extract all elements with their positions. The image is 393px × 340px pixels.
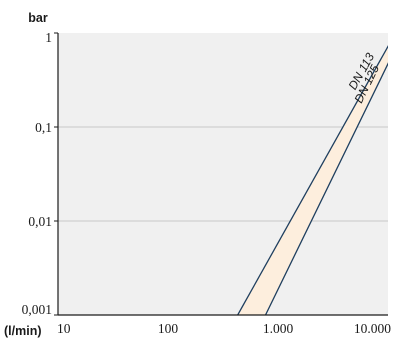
grid-lines: [58, 126, 388, 222]
x-tick-label: 1.000: [263, 321, 294, 336]
x-tick-label: 10: [57, 321, 71, 336]
series-line-dn-113: [237, 45, 388, 315]
y-tick-label: 0,1: [35, 120, 52, 135]
x-tick-labels: 10 100 1.000 10.000: [57, 321, 391, 336]
y-tick-labels: 1 0,1 0,01 0,001: [22, 30, 58, 317]
x-tick-label: 10.000: [354, 321, 391, 336]
plot-area: [58, 33, 388, 315]
x-tick-label: 100: [158, 321, 179, 336]
y-tick-label: 0,001: [22, 302, 52, 317]
series-line-dn-125: [264, 62, 388, 315]
x-unit-label: (l/min): [4, 324, 42, 338]
y-tick-label: 0,01: [28, 214, 52, 229]
y-unit-label: bar: [28, 11, 48, 25]
y-tick-label: 1: [45, 30, 52, 45]
